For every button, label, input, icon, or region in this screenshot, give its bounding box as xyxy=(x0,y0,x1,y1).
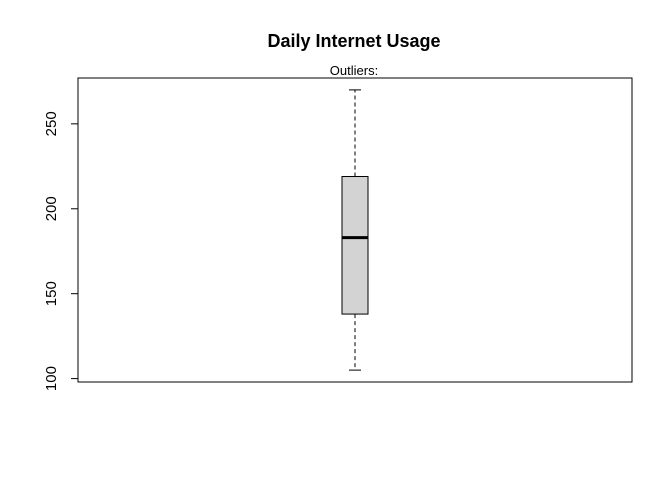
y-tick-label: 150 xyxy=(43,281,60,306)
chart-subtitle: Outliers: xyxy=(330,63,378,78)
chart-title: Daily Internet Usage xyxy=(267,31,440,51)
y-tick-label: 200 xyxy=(43,196,60,221)
y-axis: 100 150 200 250 xyxy=(43,111,78,391)
iqr-box xyxy=(341,176,369,315)
box xyxy=(341,89,369,371)
y-tick-label: 100 xyxy=(43,366,60,391)
y-tick-label: 250 xyxy=(43,111,60,136)
